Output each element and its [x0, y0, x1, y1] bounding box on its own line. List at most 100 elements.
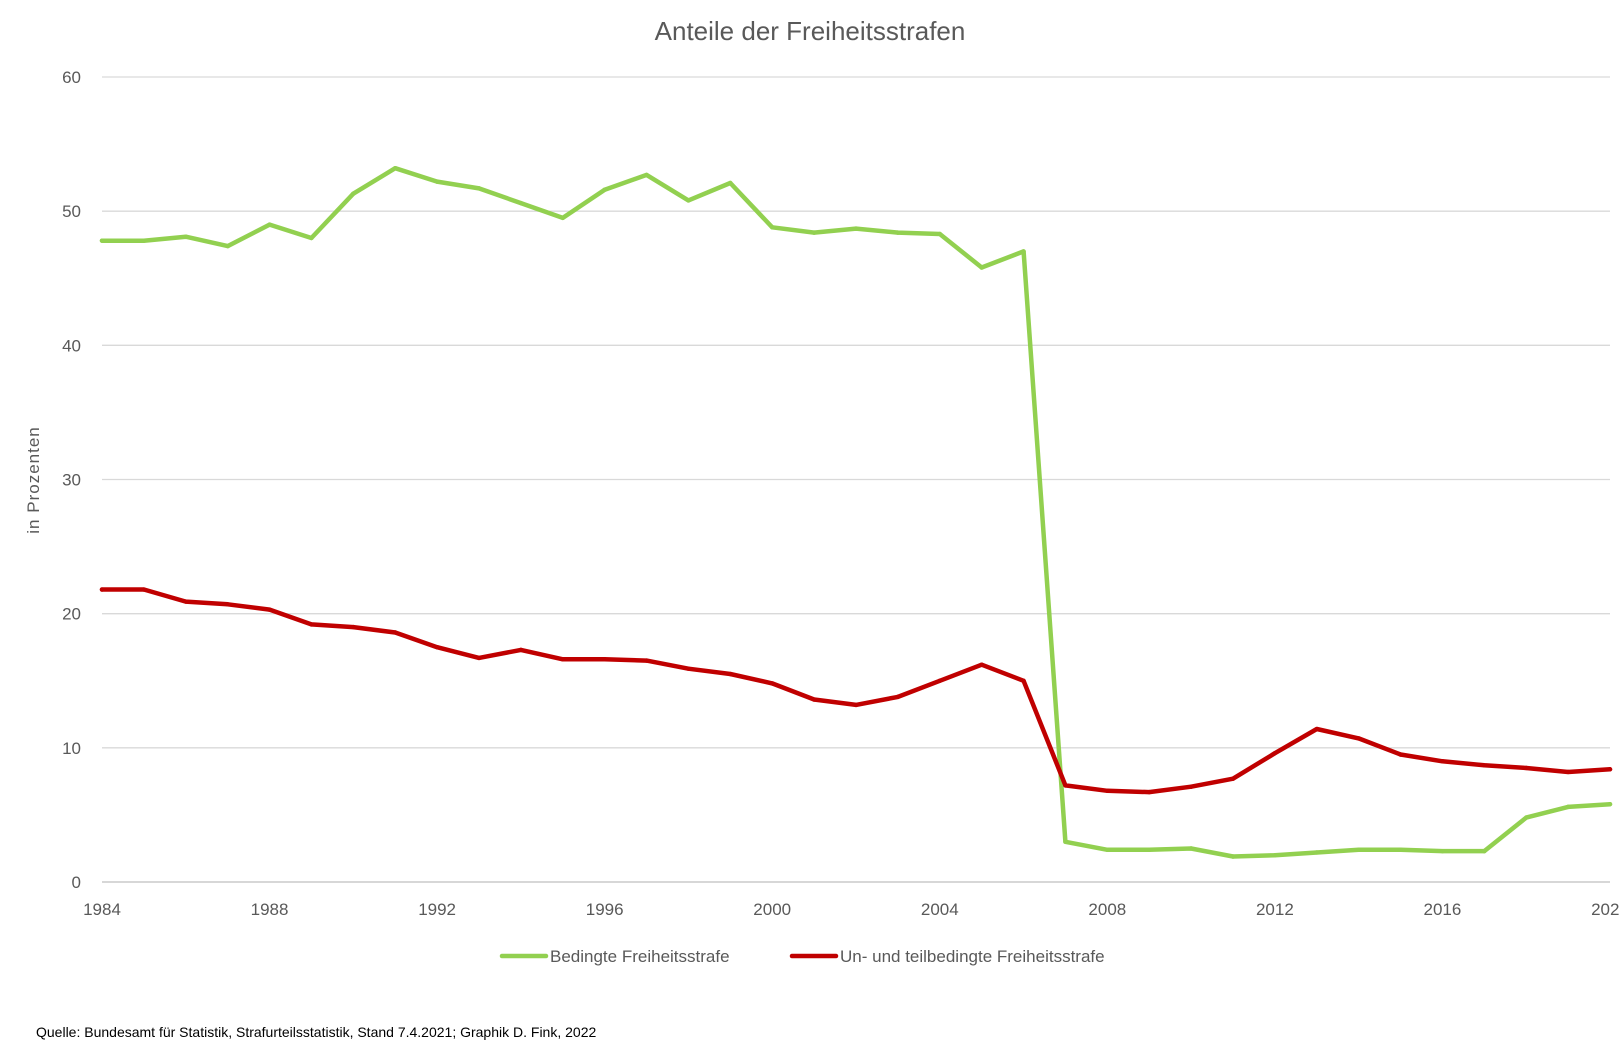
data-point [1607, 801, 1613, 807]
data-point [309, 235, 314, 241]
data-point [560, 215, 565, 221]
series-lines [99, 165, 1613, 859]
y-tick-label: 40 [62, 336, 81, 355]
data-point [853, 702, 859, 708]
data-point [1105, 788, 1110, 793]
data-point [811, 230, 817, 235]
series-1 [99, 165, 1613, 859]
data-point [99, 587, 105, 592]
data-point [770, 225, 775, 230]
data-point [1021, 249, 1026, 254]
legend: Bedingte Freiheitsstrafe Un- und teilbedi… [499, 947, 1105, 966]
x-tick-label: 1996 [586, 900, 624, 919]
data-point [476, 655, 482, 661]
x-tick-label: 1992 [418, 900, 456, 919]
data-point [1440, 759, 1445, 764]
data-point [225, 243, 230, 249]
data-point [811, 697, 817, 702]
data-point [1272, 852, 1278, 858]
data-point [1188, 784, 1194, 789]
y-tick-label: 0 [72, 873, 81, 892]
y-tick-label: 10 [62, 739, 81, 758]
x-tick-label: 2020 [1591, 900, 1620, 919]
data-point [393, 630, 398, 635]
data-point [602, 657, 607, 662]
data-point [644, 658, 649, 663]
data-point [267, 607, 272, 612]
data-point [1356, 736, 1361, 741]
data-point [518, 200, 524, 206]
data-point [770, 681, 775, 686]
y-tick-label: 50 [62, 202, 81, 221]
data-point [434, 645, 440, 650]
x-tick-label: 1984 [83, 900, 121, 919]
data-point [560, 657, 565, 662]
data-point [141, 238, 147, 243]
data-point [1440, 848, 1445, 854]
data-point [686, 198, 691, 203]
data-point [644, 172, 649, 178]
source-note: Quelle: Bundesamt für Statistik, Strafur… [36, 1024, 597, 1040]
data-point [979, 265, 984, 270]
y-axis-ticks: 0 10 20 30 40 50 60 [62, 68, 81, 892]
data-point [1105, 847, 1110, 852]
data-point [1063, 783, 1068, 788]
data-point [1565, 804, 1571, 810]
data-point [518, 647, 524, 653]
data-point [141, 587, 147, 592]
data-point [183, 599, 188, 604]
y-tick-label: 60 [62, 68, 81, 87]
data-point [393, 166, 398, 171]
data-point [686, 666, 691, 671]
y-tick-label: 20 [62, 605, 81, 624]
y-tick-label: 30 [62, 471, 81, 490]
data-point [602, 187, 607, 192]
data-point [1398, 847, 1403, 852]
x-tick-label: 2016 [1424, 900, 1462, 919]
data-point [1230, 854, 1236, 859]
data-point [1021, 678, 1026, 683]
x-tick-label: 2012 [1256, 900, 1294, 919]
data-point [1188, 846, 1194, 851]
data-point [225, 602, 230, 607]
data-point [476, 186, 482, 191]
data-point [309, 622, 314, 627]
series-line-1 [99, 165, 1613, 859]
chart-title: Anteile der Freiheitsstrafen [655, 16, 966, 46]
legend-label-2: Un- und teilbedingte Freiheitsstrafe [840, 947, 1105, 966]
data-point [1565, 769, 1571, 775]
y-axis-title: in Prozenten [24, 426, 43, 533]
data-point [853, 226, 859, 231]
data-point [267, 222, 272, 227]
data-point [979, 662, 984, 667]
data-point [1356, 847, 1361, 852]
data-point [937, 231, 942, 237]
data-point [351, 191, 356, 196]
data-point [1147, 789, 1152, 795]
data-point [1524, 765, 1529, 771]
x-tick-label: 2004 [921, 900, 959, 919]
x-axis-ticks: 1984 1988 1992 1996 2000 2004 2008 2012 2016 2020 [83, 900, 1620, 919]
series-line-2 [99, 587, 1613, 795]
data-point [1230, 776, 1236, 781]
data-point [1482, 848, 1487, 854]
data-point [895, 694, 901, 700]
data-point [728, 671, 733, 677]
data-point [1524, 815, 1529, 820]
data-point [1607, 767, 1613, 772]
data-point [99, 238, 105, 243]
data-point [1398, 752, 1403, 757]
data-point [1482, 763, 1487, 768]
data-point [1272, 751, 1278, 756]
data-point [351, 624, 356, 630]
data-point [1147, 847, 1152, 852]
x-tick-label: 2008 [1088, 900, 1126, 919]
gridlines [102, 76, 1610, 883]
data-point [1314, 726, 1319, 732]
data-point [1314, 850, 1319, 855]
data-point [728, 180, 733, 186]
x-tick-label: 1988 [251, 900, 289, 919]
legend-label-1: Bedingte Freiheitsstrafe [550, 947, 730, 966]
data-point [937, 678, 942, 683]
